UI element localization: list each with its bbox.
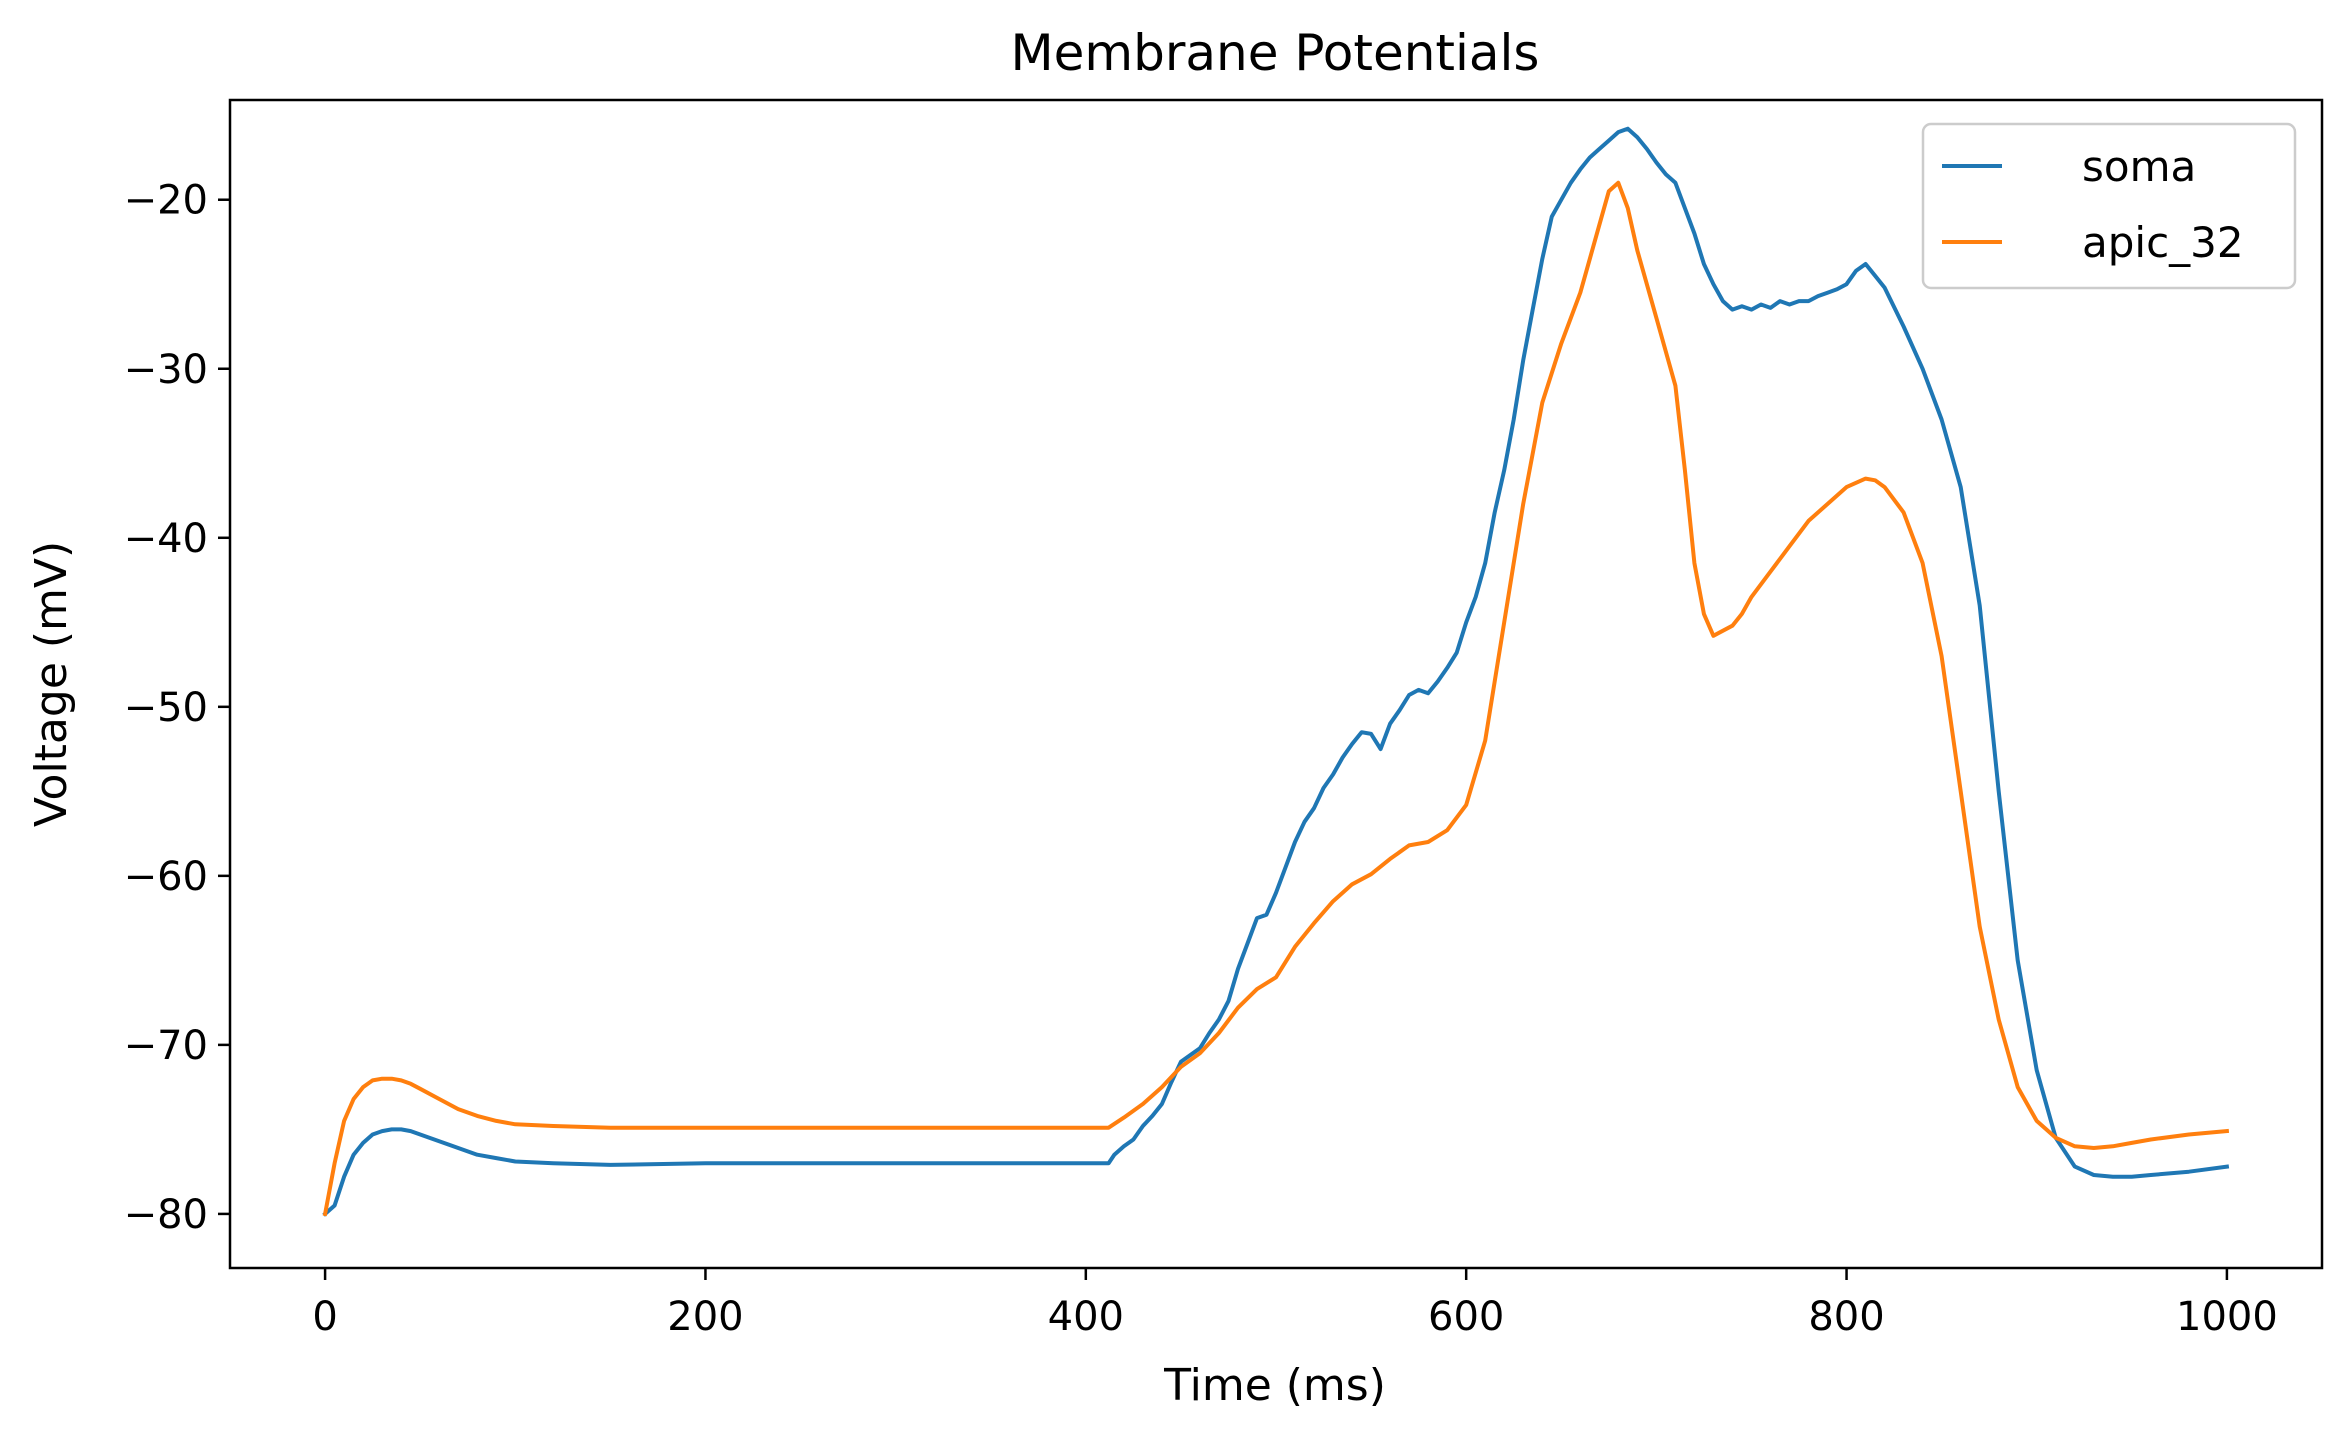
series-line-apic-32 [322,180,2230,1217]
y-tick-label: −20 [124,178,208,224]
chart-title: Membrane Potentials [1011,24,1540,82]
x-tick-label: 0 [312,1294,337,1340]
x-tick-label: 800 [1808,1294,1884,1340]
legend-box [1921,122,2297,290]
x-tick-label: 1000 [2176,1294,2278,1340]
legend-label-soma: soma [2082,142,2196,191]
x-axis-label: Time (ms) [1163,1360,1386,1411]
y-tick-label: −30 [124,347,208,393]
plot-lines [322,126,2230,1217]
y-axis: −80 −70 −60 −50 −40 −30 −20 [124,178,230,1238]
x-tick-label: 600 [1428,1294,1504,1340]
y-axis-label: Voltage (mV) [26,541,77,827]
y-tick-label: −80 [124,1192,208,1238]
y-tick-label: −40 [124,516,208,562]
x-tick-label: 200 [667,1294,743,1340]
y-tick-label: −50 [124,685,208,731]
x-axis: 0 200 400 600 800 1000 [312,1268,2278,1340]
y-tick-label: −70 [124,1023,208,1069]
x-tick-label: 400 [1048,1294,1124,1340]
legend: soma apic_32 [1921,122,2297,290]
y-tick-label: −60 [124,854,208,900]
legend-label-apic-32: apic_32 [2082,218,2244,267]
series-line-soma [322,126,2230,1217]
plot-frame [228,98,2324,1270]
